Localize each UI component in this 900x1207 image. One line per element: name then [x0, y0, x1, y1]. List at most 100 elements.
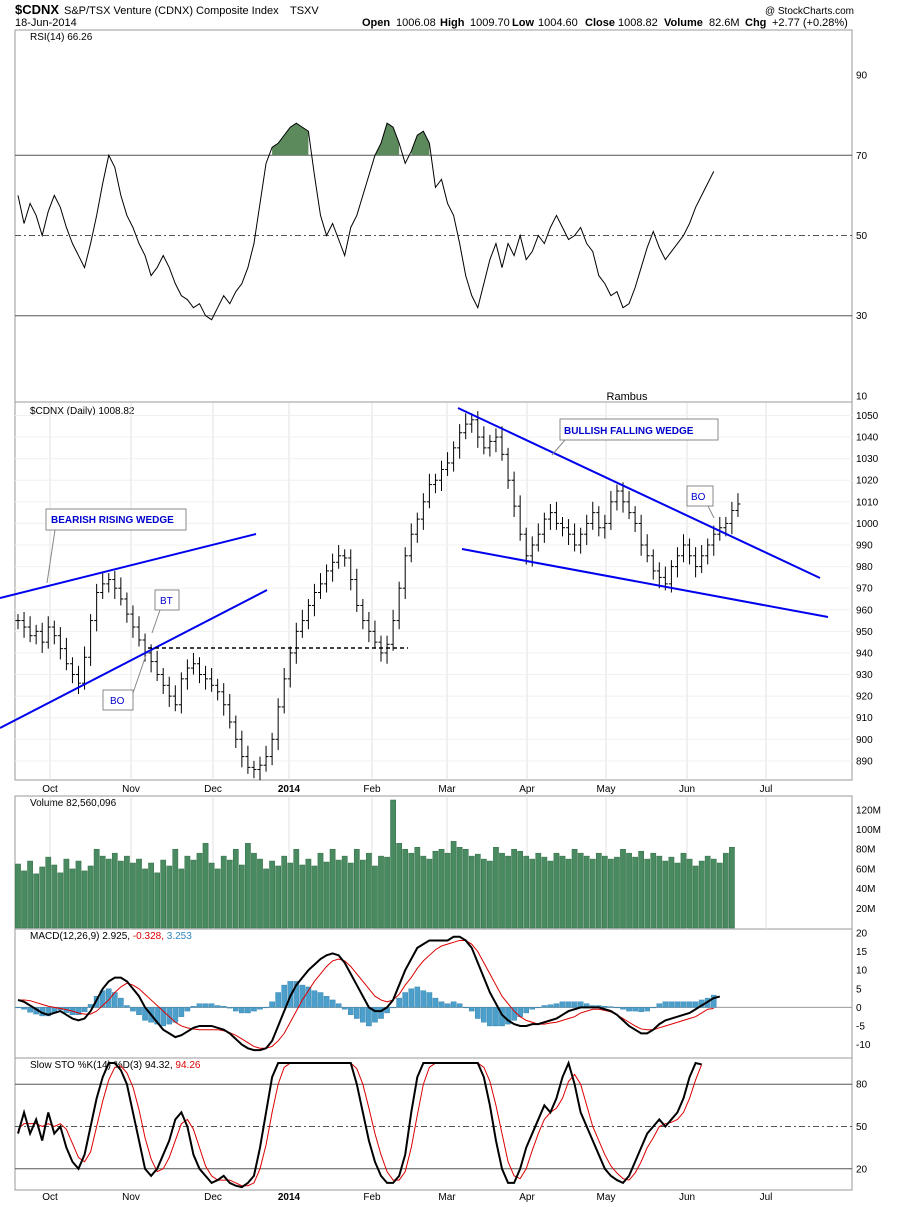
- header-volume-label: Volume: [664, 17, 703, 29]
- volume-bar: [481, 858, 487, 929]
- header-chg-label: Chg: [745, 17, 766, 29]
- price-bar: [57, 627, 63, 660]
- rsi-tick-label: 30: [856, 311, 868, 322]
- volume-bar: [529, 858, 536, 929]
- volume-bar: [553, 852, 560, 929]
- price-bar: [572, 523, 578, 552]
- macd-title-main: MACD(12,26,9) 2.925,: [30, 931, 130, 942]
- volume-bar: [239, 864, 245, 929]
- volume-tick-label: 100M: [856, 825, 881, 836]
- volume-bar: [275, 865, 281, 929]
- header-high-label: High: [440, 17, 465, 29]
- volume-bar: [93, 848, 100, 929]
- header-low: 1004.60: [538, 17, 578, 29]
- volume-bar: [390, 799, 396, 929]
- macd-histogram-bar: [251, 1007, 257, 1012]
- macd-histogram-bar: [184, 1007, 191, 1012]
- volume-bar: [468, 855, 475, 929]
- volume-bar: [638, 850, 644, 929]
- price-bar: [45, 616, 51, 649]
- volume-bar: [142, 868, 148, 929]
- price-bar: [505, 447, 511, 489]
- macd-histogram-bar: [366, 1007, 372, 1027]
- macd-histogram-bar: [335, 1003, 342, 1008]
- price-bar: [69, 657, 75, 684]
- price-bar: [632, 506, 638, 533]
- price-tick-label: 1020: [856, 476, 879, 487]
- price-bar: [481, 426, 487, 455]
- volume-bar: [208, 862, 215, 929]
- price-tick-label: 920: [856, 692, 873, 703]
- macd-histogram-bar: [257, 1007, 263, 1010]
- bt-box: [154, 589, 180, 611]
- price-bar: [414, 512, 420, 543]
- volume-bar: [577, 852, 584, 929]
- volume-bar: [620, 848, 626, 929]
- macd-line: [17, 935, 721, 1052]
- macd-histogram-bar: [680, 1001, 687, 1008]
- price-bar: [233, 715, 239, 748]
- header-name: S&P/TSX Venture (CDNX) Composite Index: [64, 5, 279, 17]
- month-tick-label: Oct: [42, 784, 58, 795]
- macd-histogram-bar: [124, 1005, 130, 1008]
- volume-bar: [251, 852, 257, 929]
- macd-histogram-bar: [692, 1001, 699, 1008]
- macd-histogram-bar: [178, 1007, 185, 1017]
- macd-histogram-bar: [245, 1007, 251, 1014]
- macd-histogram-bar: [281, 984, 288, 1008]
- stochastic-layer: [15, 1060, 852, 1189]
- macd-histogram-bar: [535, 1007, 542, 1009]
- volume-bar: [341, 855, 348, 929]
- price-tick-label: 910: [856, 713, 873, 724]
- volume-bar: [644, 858, 651, 929]
- price-bar: [457, 424, 463, 459]
- price-bar: [499, 426, 505, 461]
- macd-histogram-bar: [21, 1007, 27, 1010]
- macd-histogram-bar: [118, 997, 124, 1008]
- macd-histogram-bar: [505, 1007, 511, 1025]
- macd-histogram-bar: [305, 986, 312, 1008]
- price-bar: [227, 693, 233, 729]
- volume-bar: [214, 868, 221, 929]
- price-bar: [687, 538, 693, 565]
- volume-bar: [668, 856, 675, 929]
- price-bar: [674, 547, 680, 578]
- macd-histogram-bar: [232, 1007, 239, 1012]
- price-bar: [535, 523, 541, 552]
- volume-title: Volume 82,560,096: [30, 798, 117, 809]
- price-bar: [245, 745, 251, 774]
- price-bar: [299, 609, 305, 638]
- price-tick-label: 1030: [856, 454, 879, 465]
- stochastic-tick-label: 20: [856, 1164, 868, 1175]
- macd-tick-label: 10: [856, 966, 868, 977]
- price-bar: [263, 745, 269, 772]
- volume-bar: [81, 870, 88, 929]
- volume-bar: [232, 848, 239, 929]
- macd-histogram-bar: [347, 1007, 354, 1016]
- price-tick-label: 1000: [856, 519, 879, 530]
- header-open: 1006.08: [396, 17, 436, 29]
- price-bar: [602, 514, 608, 539]
- macd-histogram-bar: [638, 1007, 644, 1013]
- volume-bar: [650, 852, 657, 929]
- macd-histogram-bar: [196, 1003, 203, 1008]
- volume-bar: [614, 856, 620, 929]
- price-bar: [209, 668, 215, 692]
- rsi-overbought-fill: [272, 123, 309, 156]
- volume-bar: [245, 843, 251, 929]
- macd-histogram-bar: [372, 1007, 378, 1023]
- volume-bar: [384, 856, 390, 929]
- macd-histogram-bar: [27, 1007, 33, 1013]
- bullish-wedge-upper-line: [457, 407, 821, 579]
- price-bar: [63, 637, 69, 671]
- macd-histogram-bar: [269, 1001, 275, 1008]
- bt-label: BT: [160, 596, 173, 607]
- macd-histogram-bar: [317, 992, 324, 1008]
- volume-bar: [474, 853, 481, 929]
- header-high: 1009.70: [470, 17, 510, 29]
- macd-histogram-bar: [130, 1007, 136, 1012]
- month-tick-label: Oct: [42, 1192, 58, 1203]
- price-bar: [390, 609, 396, 651]
- volume-bar: [571, 848, 578, 929]
- volume-tick-label: 80M: [856, 845, 875, 856]
